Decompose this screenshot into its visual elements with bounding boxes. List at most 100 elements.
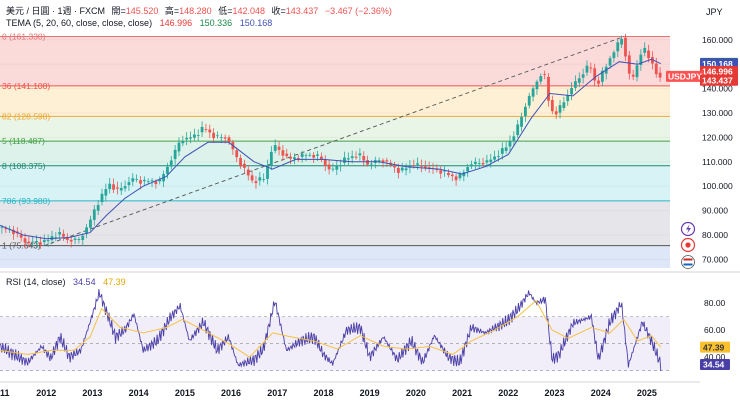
tema-legend-label[interactable]: TEMA (5, 20, 60, close, close, close) xyxy=(6,18,152,28)
symbol-title[interactable]: 美元 / 日圓 · 1週 · FXCM xyxy=(6,5,105,16)
candle-body xyxy=(385,160,389,162)
candle-body xyxy=(200,126,204,133)
candle-body xyxy=(427,167,431,169)
currency-label: JPY xyxy=(706,7,723,17)
price-tag-text: 143.437 xyxy=(702,75,733,85)
flag-icon[interactable] xyxy=(681,255,695,269)
candle-body xyxy=(296,157,300,160)
candle-body xyxy=(127,182,131,186)
candle-body xyxy=(208,129,212,133)
price-tag-bg xyxy=(666,70,704,82)
candle-body xyxy=(123,186,127,189)
candle-body xyxy=(497,156,500,157)
fib-band-3 xyxy=(0,141,670,166)
record-icon[interactable] xyxy=(680,237,696,253)
tema-value-2: 150.336 xyxy=(200,18,233,28)
ohlc-high-value: 148.280 xyxy=(179,6,212,16)
price-tick-4: 120.000 xyxy=(702,132,733,142)
candle-body xyxy=(31,241,35,243)
candle-body xyxy=(185,137,189,140)
candle-body xyxy=(258,177,262,181)
time-tick-2012: 2012 xyxy=(36,388,56,398)
candle-body xyxy=(550,100,554,112)
candle-body xyxy=(481,162,485,165)
tema-value-3: 150.168 xyxy=(240,18,273,28)
candle-body xyxy=(335,165,339,170)
price-tag-text: 150.168 xyxy=(702,59,733,69)
candle-body xyxy=(346,158,350,160)
candle-body xyxy=(527,95,531,106)
candle-body xyxy=(654,63,658,75)
ohlc-open-label: 開= xyxy=(112,6,126,16)
candle-body xyxy=(77,238,81,240)
candle-body xyxy=(585,65,589,73)
rsi-legend: RSI (14, close) 34.54 47.39 xyxy=(6,277,126,287)
rsi-value: 34.54 xyxy=(73,277,96,287)
candle-body xyxy=(85,227,89,234)
candle-body xyxy=(412,165,416,167)
candle-body xyxy=(262,179,266,180)
svg-text:TEMA (5, 20, 60, close, close,: TEMA (5, 20, 60, close, close, close) 14… xyxy=(6,18,272,28)
candle-body xyxy=(331,168,335,170)
candle-body xyxy=(277,146,281,150)
time-tick-2019: 2019 xyxy=(360,388,380,398)
fib-label-1: 36 (141.108) xyxy=(2,81,50,91)
candle-body xyxy=(635,65,639,78)
candle-body xyxy=(370,163,373,165)
fib-band-4 xyxy=(0,165,670,201)
bolt-icon[interactable] xyxy=(680,221,696,237)
candle-body xyxy=(308,154,312,156)
candle-body xyxy=(562,102,566,108)
candle-body xyxy=(566,95,570,102)
rsi-tag-text: 34.54 xyxy=(703,360,725,370)
time-tick-2016: 2016 xyxy=(221,388,241,398)
candle-body xyxy=(458,173,462,179)
candle-body xyxy=(547,76,550,101)
candle-body xyxy=(420,165,423,167)
candle-body xyxy=(343,157,346,163)
candle-body xyxy=(42,240,46,243)
candle-body xyxy=(470,164,473,167)
candle-body xyxy=(435,169,439,171)
rsi-tag-text: 47.39 xyxy=(703,342,725,352)
svg-text:美元 / 日圓 · 1週 · FXCM 開=: 美元 / 日圓 · 1週 · FXCM 開=145.520 高=148.280 … xyxy=(6,5,392,16)
candle-body xyxy=(466,167,470,172)
candle-body xyxy=(166,166,169,175)
fib-labels: 0 (161.330) 36 (141.108) 82 (128.598) 5 (11… xyxy=(2,32,50,251)
trend-line[interactable] xyxy=(43,36,624,247)
time-axis[interactable]: 2011 2012 2013 2014 2015 2016 2017 2018 2019 2020… xyxy=(0,388,657,398)
price-tag-4: 143.437 xyxy=(700,74,738,86)
candle-body xyxy=(192,134,196,138)
rsi-tag-1: 34.54 xyxy=(700,358,730,370)
time-tick-2021: 2021 xyxy=(452,388,472,398)
rsi-legend-label[interactable]: RSI (14, close) xyxy=(6,277,66,287)
time-tick-2025: 2025 xyxy=(637,388,657,398)
candle-body xyxy=(354,156,358,158)
candle-body xyxy=(39,242,42,245)
candle-body xyxy=(639,54,643,65)
candle-body xyxy=(624,37,627,57)
candle-body xyxy=(570,88,573,95)
candle-body xyxy=(131,178,135,182)
candle-body xyxy=(46,240,50,242)
candle-body xyxy=(135,179,139,180)
candle-body xyxy=(142,179,146,182)
candle-body xyxy=(577,78,581,83)
candle-body xyxy=(289,157,293,159)
candle-body xyxy=(477,163,481,165)
rsi-tick-2: 40.00 xyxy=(704,352,726,362)
candle-body xyxy=(543,74,547,75)
time-tick-2024: 2024 xyxy=(591,388,611,398)
rsi-ma-value: 47.39 xyxy=(103,277,126,287)
fib-label-6: 1 (75.643) xyxy=(2,241,41,251)
candle-body xyxy=(223,137,227,139)
candle-body xyxy=(574,81,577,88)
candle-body xyxy=(216,135,219,137)
price-tag-3: USDJPY xyxy=(666,70,704,82)
candle-body xyxy=(535,81,539,90)
candle-body xyxy=(54,237,58,239)
candle-body xyxy=(447,172,450,176)
candle-body xyxy=(273,145,277,151)
price-change: −3.467 (−2.36%) xyxy=(325,6,392,16)
